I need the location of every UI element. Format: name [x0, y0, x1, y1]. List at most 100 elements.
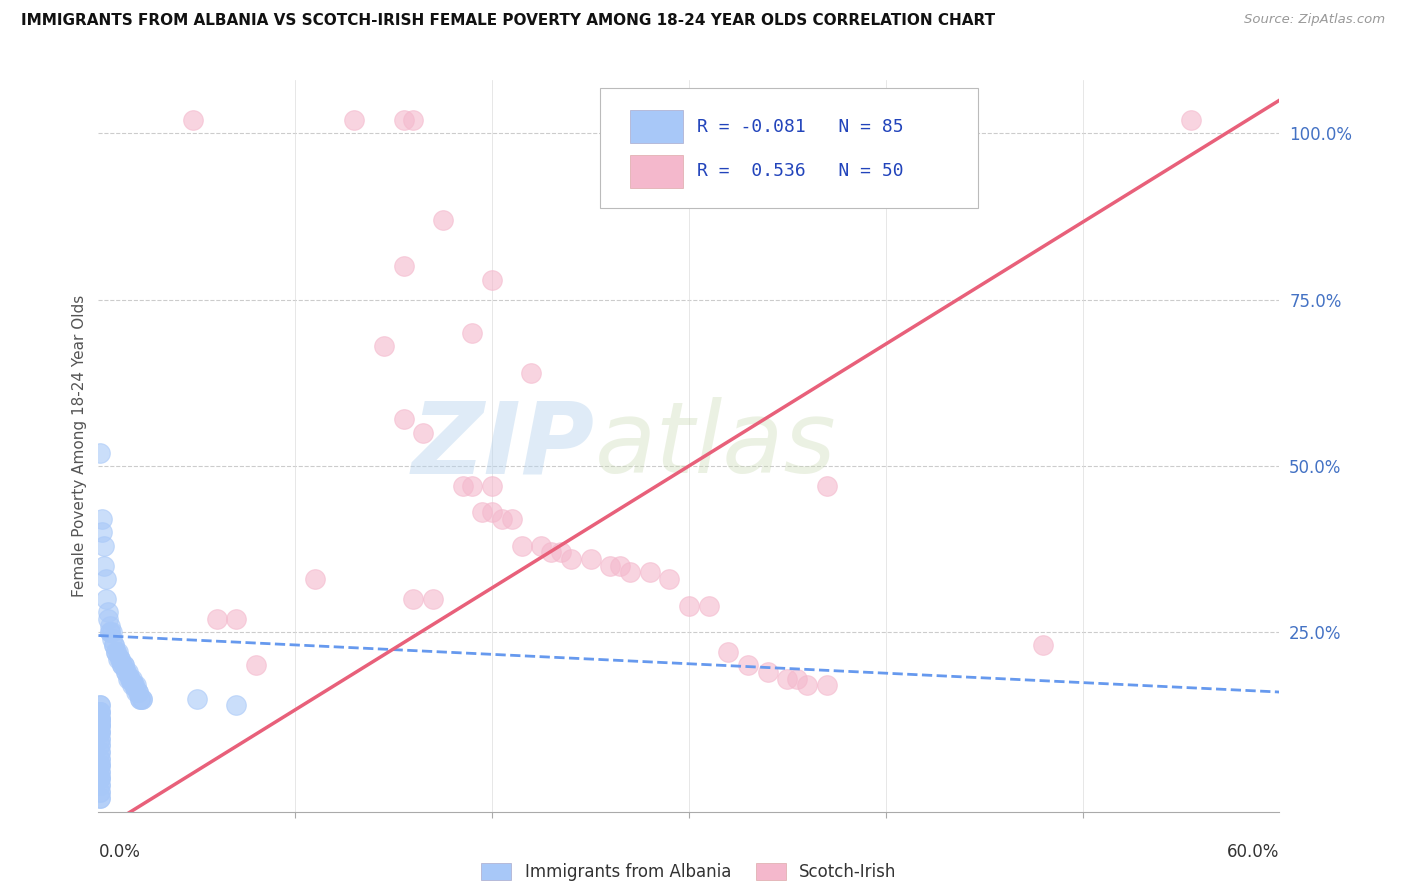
- Point: [89, 712, 111, 726]
- Point: [1308, 639, 1330, 653]
- Point: [225, 612, 247, 626]
- Text: ZIP: ZIP: [412, 398, 595, 494]
- Point: [107, 652, 129, 666]
- Point: [412, 425, 434, 440]
- Point: [392, 412, 415, 426]
- Point: [98, 625, 121, 640]
- Point: [89, 764, 111, 779]
- Point: [186, 691, 208, 706]
- Point: [89, 738, 111, 752]
- Point: [89, 718, 111, 732]
- Point: [343, 113, 366, 128]
- Point: [697, 599, 720, 613]
- Point: [128, 691, 150, 706]
- Point: [402, 591, 425, 606]
- Point: [89, 758, 111, 772]
- Point: [91, 512, 114, 526]
- Point: [121, 672, 143, 686]
- Point: [599, 558, 621, 573]
- Point: [776, 672, 799, 686]
- Point: [89, 718, 111, 732]
- Point: [89, 712, 111, 726]
- Point: [304, 572, 326, 586]
- Point: [115, 665, 138, 679]
- Point: [481, 273, 503, 287]
- Text: 60.0%: 60.0%: [1227, 843, 1279, 861]
- Text: IMMIGRANTS FROM ALBANIA VS SCOTCH-IRISH FEMALE POVERTY AMONG 18-24 YEAR OLDS COR: IMMIGRANTS FROM ALBANIA VS SCOTCH-IRISH …: [21, 13, 995, 29]
- Point: [93, 539, 115, 553]
- Text: Source: ZipAtlas.com: Source: ZipAtlas.com: [1244, 13, 1385, 27]
- Point: [121, 678, 143, 692]
- Point: [815, 479, 838, 493]
- Point: [658, 572, 681, 586]
- Point: [786, 672, 808, 686]
- Point: [89, 758, 111, 772]
- Point: [89, 751, 111, 765]
- Point: [540, 545, 562, 559]
- Point: [97, 605, 120, 619]
- Point: [89, 738, 111, 752]
- Point: [111, 658, 134, 673]
- Point: [98, 625, 121, 640]
- Point: [115, 665, 138, 679]
- Point: [481, 506, 503, 520]
- Point: [98, 618, 121, 632]
- Point: [579, 552, 602, 566]
- Text: R =  0.536   N = 50: R = 0.536 N = 50: [697, 162, 904, 180]
- Point: [127, 685, 149, 699]
- Point: [117, 672, 139, 686]
- Point: [89, 712, 111, 726]
- Point: [112, 658, 135, 673]
- Point: [89, 712, 111, 726]
- Point: [89, 745, 111, 759]
- Point: [89, 785, 111, 799]
- Point: [461, 479, 484, 493]
- Point: [101, 625, 124, 640]
- Point: [89, 731, 111, 746]
- Point: [131, 691, 153, 706]
- Point: [373, 339, 395, 353]
- Point: [89, 772, 111, 786]
- Point: [118, 672, 141, 686]
- Point: [89, 705, 111, 719]
- Point: [111, 658, 134, 673]
- Point: [89, 705, 111, 719]
- Point: [530, 539, 553, 553]
- Bar: [630, 155, 683, 187]
- Point: [225, 698, 247, 713]
- Point: [609, 558, 631, 573]
- Point: [501, 512, 523, 526]
- Point: [103, 639, 125, 653]
- Point: [510, 539, 533, 553]
- Point: [89, 718, 111, 732]
- Point: [112, 658, 135, 673]
- Point: [118, 672, 141, 686]
- Point: [392, 260, 415, 274]
- Point: [717, 645, 740, 659]
- Legend: Immigrants from Albania, Scotch-Irish: Immigrants from Albania, Scotch-Irish: [475, 856, 903, 888]
- Point: [93, 558, 115, 573]
- Point: [205, 612, 228, 626]
- Point: [422, 591, 444, 606]
- Point: [619, 566, 641, 580]
- Point: [105, 645, 128, 659]
- Point: [89, 725, 111, 739]
- Text: R = -0.081   N = 85: R = -0.081 N = 85: [697, 118, 904, 136]
- Point: [461, 326, 484, 340]
- Point: [402, 113, 425, 128]
- Point: [1032, 639, 1054, 653]
- Point: [91, 525, 114, 540]
- Point: [131, 691, 153, 706]
- Point: [89, 791, 111, 805]
- Y-axis label: Female Poverty Among 18-24 Year Olds: Female Poverty Among 18-24 Year Olds: [72, 295, 87, 597]
- Text: 0.0%: 0.0%: [98, 843, 141, 861]
- Point: [432, 213, 454, 227]
- Point: [89, 778, 111, 792]
- Point: [89, 772, 111, 786]
- Point: [560, 552, 582, 566]
- Point: [89, 731, 111, 746]
- Point: [89, 751, 111, 765]
- Point: [245, 658, 267, 673]
- Point: [127, 685, 149, 699]
- Point: [481, 479, 503, 493]
